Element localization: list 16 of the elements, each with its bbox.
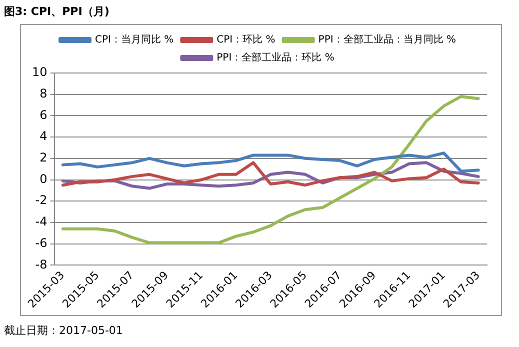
y-tick-label: -6	[35, 236, 48, 250]
y-tick-label: 8	[40, 86, 48, 100]
legend-label: PPI：全部工业品：当月同比 %	[318, 34, 456, 46]
legend-label: CPI：当月同比 %	[95, 34, 174, 46]
legend-label: PPI：全部工业品：环比 %	[216, 52, 334, 64]
y-tick-label: 0	[40, 172, 48, 186]
legend-label: CPI：环比 %	[216, 34, 276, 46]
y-tick-label: 4	[40, 129, 48, 144]
y-tick-label: -8	[35, 257, 48, 272]
y-tick-label: 2	[40, 150, 48, 165]
chart-title: 图3: CPI、PPI（月)	[4, 4, 110, 19]
y-tick-label: -4	[35, 214, 48, 229]
y-tick-label: 6	[40, 108, 48, 122]
text: 截止日期：2017-05-01	[4, 323, 123, 338]
y-tick-label: 10	[32, 65, 48, 80]
y-tick-label: -2	[35, 193, 48, 208]
